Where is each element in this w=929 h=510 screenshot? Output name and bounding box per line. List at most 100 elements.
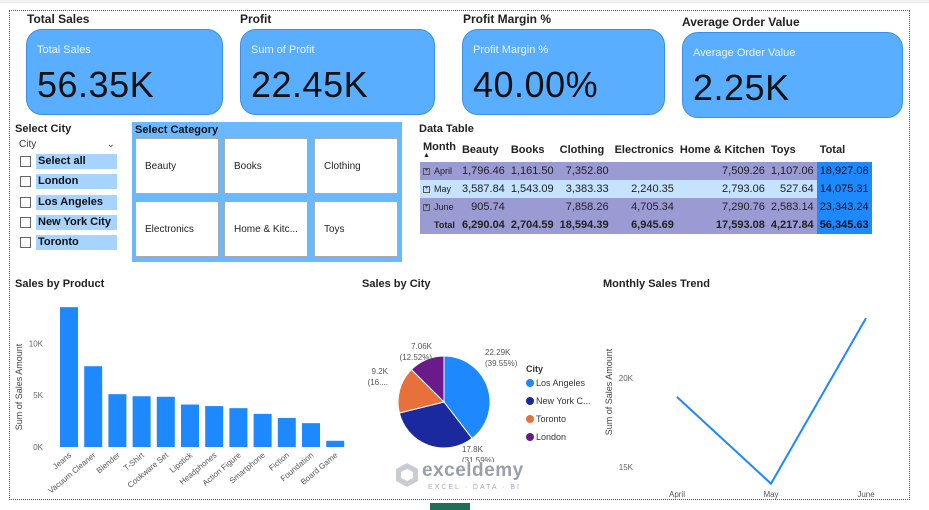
column-header[interactable]: Electronics bbox=[614, 144, 674, 156]
table-cell-total: 14,075.31 bbox=[816, 180, 872, 198]
kpi-card-profit-margin[interactable]: Profit Margin % 40.00% bbox=[462, 29, 665, 115]
kpi-title-aov: Average Order Value bbox=[682, 15, 800, 29]
table-cell: 7,509.26 bbox=[676, 162, 768, 180]
kpi-label: Average Order Value bbox=[693, 47, 796, 59]
checkbox[interactable] bbox=[20, 156, 31, 167]
bar-fiction bbox=[277, 418, 296, 447]
window-top-strip bbox=[0, 0, 929, 3]
table-cell: 7,858.26 bbox=[556, 198, 612, 216]
table-cell: 2,240.35 bbox=[611, 180, 677, 198]
city-option-london[interactable]: London bbox=[20, 174, 118, 190]
month-cell[interactable]: + April bbox=[420, 162, 459, 180]
table-cell: 2,704.59 bbox=[507, 216, 557, 234]
month-cell[interactable]: + June bbox=[420, 198, 459, 216]
data-table: Month ▲ Beauty Books Clothing Electronics… bbox=[420, 138, 872, 234]
bar-jeans bbox=[60, 307, 78, 447]
watermark-name: exceldemy bbox=[422, 460, 524, 481]
pie-data-label: 9.2K bbox=[372, 367, 389, 376]
category-tile-toys[interactable]: Toys bbox=[314, 201, 398, 257]
table-cell bbox=[507, 198, 557, 216]
category-slicer-title: Select Category bbox=[135, 124, 219, 136]
table-row: + April 1,796.46 1,161.50 7,352.80 7,509.… bbox=[420, 162, 872, 180]
y-axis-label: Sum of Sales Amount bbox=[14, 343, 24, 430]
table-cell: 527.64 bbox=[767, 180, 817, 198]
table-cell: 2,583.14 bbox=[767, 198, 817, 216]
bar-foundation bbox=[302, 423, 320, 447]
bar-blender bbox=[108, 394, 127, 447]
kpi-label: Total Sales bbox=[37, 44, 91, 56]
legend-entry: New York C... bbox=[536, 396, 591, 406]
sales-by-city-chart[interactable]: 22.29K (39.55%) 17.8K (31.59%) 9.2K (16.... 7.… bbox=[360, 292, 600, 462]
chevron-down-icon[interactable]: ⌄ bbox=[106, 139, 115, 150]
legend-marker bbox=[526, 379, 534, 387]
legend-entry: London bbox=[536, 432, 566, 442]
table-cell: 18,594.39 bbox=[556, 216, 612, 234]
y-tick-label: 0K bbox=[33, 443, 43, 452]
category-tile-clothing[interactable]: Clothing bbox=[314, 138, 398, 194]
chart-title-monthly-sales-trend: Monthly Sales Trend bbox=[603, 278, 710, 290]
table-cell: 2,793.06 bbox=[676, 180, 768, 198]
expand-icon[interactable]: + bbox=[423, 204, 430, 212]
pie-slice-london bbox=[410, 355, 445, 404]
bar-t-shirt bbox=[132, 396, 151, 447]
category-tile-home-kitchen[interactable]: Home & Kitc... bbox=[224, 201, 308, 257]
table-cell: 905.74 bbox=[458, 198, 508, 216]
category-tile-books[interactable]: Books bbox=[224, 138, 308, 194]
kpi-card-profit[interactable]: Sum of Profit 22.45K bbox=[240, 29, 435, 115]
column-header[interactable]: Books bbox=[510, 144, 545, 156]
column-header[interactable]: Toys bbox=[770, 144, 796, 156]
category-tile-beauty[interactable]: Beauty bbox=[135, 138, 219, 194]
column-header[interactable]: Beauty bbox=[461, 144, 499, 156]
kpi-card-total-sales[interactable]: Total Sales 56.35K bbox=[26, 29, 223, 115]
y-axis-label: Sum of Sales Amount bbox=[604, 348, 614, 435]
month-cell[interactable]: + May bbox=[420, 180, 459, 198]
legend-marker bbox=[526, 397, 534, 405]
column-header[interactable]: Home & Kitchen bbox=[679, 144, 765, 156]
table-cell: 4,217.84 bbox=[767, 216, 817, 234]
category-tile-electronics[interactable]: Electronics bbox=[135, 201, 219, 257]
pie-data-label: 7.06K bbox=[411, 342, 433, 351]
city-option-label: Toronto bbox=[36, 235, 117, 250]
column-header[interactable]: Total bbox=[819, 144, 846, 156]
city-option-label: New York City bbox=[36, 215, 117, 230]
kpi-value: 22.45K bbox=[251, 64, 369, 105]
pie-data-label-pct: (12.52%) bbox=[400, 353, 433, 362]
checkbox[interactable] bbox=[20, 176, 31, 187]
checkbox[interactable] bbox=[20, 237, 31, 248]
city-field-label: City bbox=[19, 139, 37, 150]
legend-marker bbox=[526, 415, 534, 423]
checkbox[interactable] bbox=[20, 197, 31, 208]
monthly-sales-trend-chart[interactable]: Sum of Sales Amount 15K 20K April May June bbox=[600, 292, 910, 502]
city-option-toronto[interactable]: Toronto bbox=[20, 235, 118, 251]
table-cell: 7,290.76 bbox=[676, 198, 768, 216]
kpi-card-aov[interactable]: Average Order Value 2.25K bbox=[682, 32, 903, 118]
kpi-label: Sum of Profit bbox=[251, 44, 315, 56]
bar-lipstick bbox=[181, 404, 199, 447]
expand-icon[interactable]: + bbox=[423, 168, 430, 176]
bar-headphones bbox=[205, 406, 224, 447]
table-header-row: Month ▲ Beauty Books Clothing Electronics… bbox=[420, 138, 872, 162]
x-tick-label: Blender bbox=[95, 450, 122, 475]
y-tick-label: 10K bbox=[29, 339, 44, 348]
city-option-select-all[interactable]: Select all bbox=[20, 154, 118, 170]
city-option-los-angeles[interactable]: Los Angeles bbox=[20, 195, 118, 211]
kpi-value: 2.25K bbox=[693, 67, 790, 108]
city-option-new-york-city[interactable]: New York City bbox=[20, 215, 118, 231]
city-option-label: Select all bbox=[36, 154, 117, 169]
data-table-title: Data Table bbox=[419, 123, 474, 135]
checkbox[interactable] bbox=[20, 217, 31, 228]
table-row: + June 905.74 7,858.26 4,705.34 7,290.76 … bbox=[420, 198, 872, 216]
column-header[interactable]: Month ▲ bbox=[423, 141, 456, 159]
y-tick-label: 5K bbox=[33, 391, 43, 400]
table-cell: 1,107.06 bbox=[767, 162, 817, 180]
kpi-value: 40.00% bbox=[473, 64, 599, 105]
city-slicer-header[interactable]: City ⌄ bbox=[19, 139, 115, 150]
expand-icon[interactable]: + bbox=[423, 186, 430, 194]
column-header[interactable]: Clothing bbox=[559, 144, 605, 156]
table-cell-total: 56,345.63 bbox=[816, 216, 872, 234]
page-tab-indicator[interactable] bbox=[430, 503, 470, 510]
total-label: Total bbox=[420, 216, 459, 234]
kpi-title-total-sales: Total Sales bbox=[27, 12, 90, 26]
pie-slice-los-angeles bbox=[443, 355, 491, 440]
